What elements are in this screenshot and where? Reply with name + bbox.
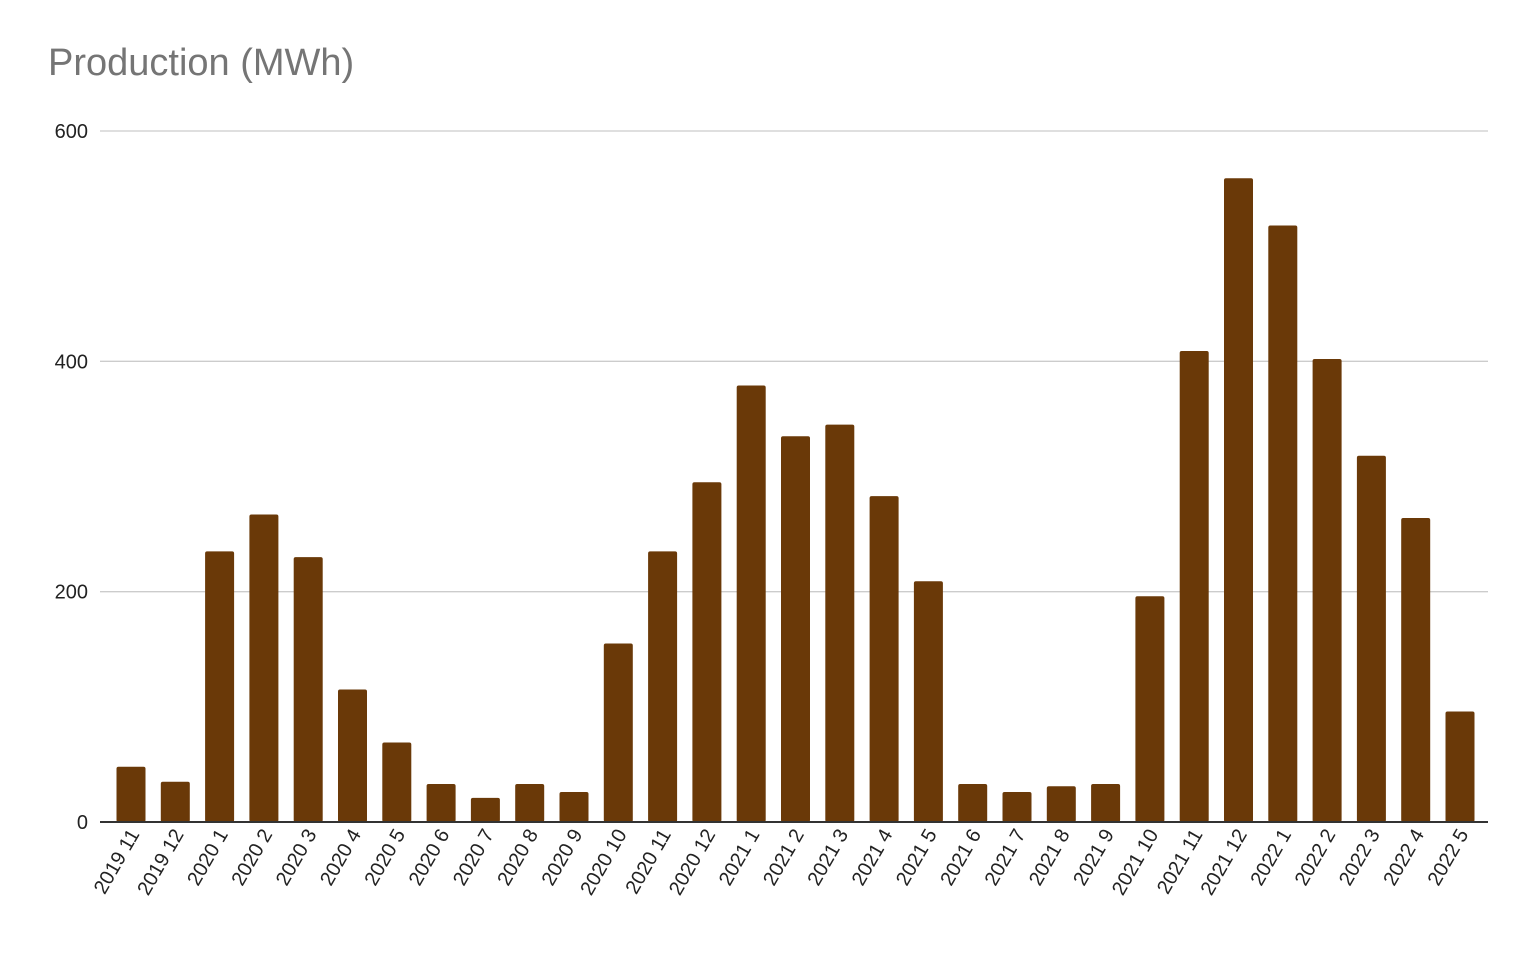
bar (736, 385, 766, 822)
bar (1401, 517, 1431, 822)
x-tick-label: 2020 3 (272, 826, 322, 890)
x-tick-label: 2021 3 (803, 826, 853, 890)
chart-title: Production (MWh) (48, 42, 355, 84)
bar (692, 482, 722, 822)
x-tick-label: 2021 6 (936, 825, 986, 889)
bar (1135, 596, 1165, 822)
bar (249, 514, 279, 822)
x-tick-label: 2021 7 (981, 826, 1031, 890)
bar (1268, 225, 1298, 822)
bar (1002, 792, 1032, 822)
x-tick-label: 2020 1 (183, 826, 233, 890)
bar (1445, 711, 1475, 822)
x-tick-label: 2021 5 (892, 826, 942, 890)
x-tick-label: 2020 6 (405, 826, 455, 890)
x-tick-label: 2020 7 (449, 826, 499, 890)
x-tick-label: 2020 8 (493, 826, 543, 890)
x-tick-label: 2020 4 (316, 826, 366, 890)
x-tick-label: 2021 2 (759, 826, 809, 890)
bar (382, 742, 412, 822)
bar (1356, 455, 1386, 822)
bar (160, 781, 190, 822)
bar (338, 689, 367, 822)
x-tick-label: 2021 4 (848, 826, 898, 890)
x-tick-label: 2020 5 (360, 826, 410, 890)
bar (293, 557, 323, 822)
bar (426, 784, 456, 822)
bar (470, 797, 500, 822)
bar (116, 766, 146, 822)
bar (515, 784, 545, 822)
x-tick-label: 2022 3 (1335, 826, 1385, 890)
x-tick-label: 2022 5 (1424, 826, 1474, 890)
y-tick-label: 0 (77, 812, 88, 834)
bar (648, 551, 678, 822)
y-tick-label: 400 (55, 351, 88, 373)
bar (1224, 178, 1253, 823)
bar (603, 643, 633, 822)
bar (825, 424, 855, 822)
bar (1312, 359, 1342, 822)
x-tick-label: 2020 9 (538, 826, 588, 890)
y-tick-label: 200 (55, 582, 88, 604)
bar (913, 581, 943, 822)
bar (1046, 786, 1076, 822)
x-tick-label: 2021 9 (1069, 826, 1119, 890)
bars (116, 178, 1475, 823)
y-tick-label: 600 (55, 121, 88, 143)
bar (869, 496, 899, 822)
x-tick-label: 2020 2 (228, 826, 278, 890)
x-tick-label: 2022 2 (1291, 826, 1341, 890)
x-tick-label: 2022 1 (1246, 826, 1296, 890)
x-tick-label: 2022 4 (1379, 826, 1429, 890)
bar (958, 784, 988, 822)
bar (781, 436, 810, 822)
x-tick-label: 2021 1 (715, 826, 765, 890)
bar (1179, 350, 1209, 822)
bar (205, 551, 235, 822)
bar (1091, 784, 1121, 822)
bar (559, 792, 589, 822)
x-tick-label: 2021 8 (1025, 826, 1075, 890)
y-tick-labels: 0 200 400 600 (55, 121, 88, 834)
